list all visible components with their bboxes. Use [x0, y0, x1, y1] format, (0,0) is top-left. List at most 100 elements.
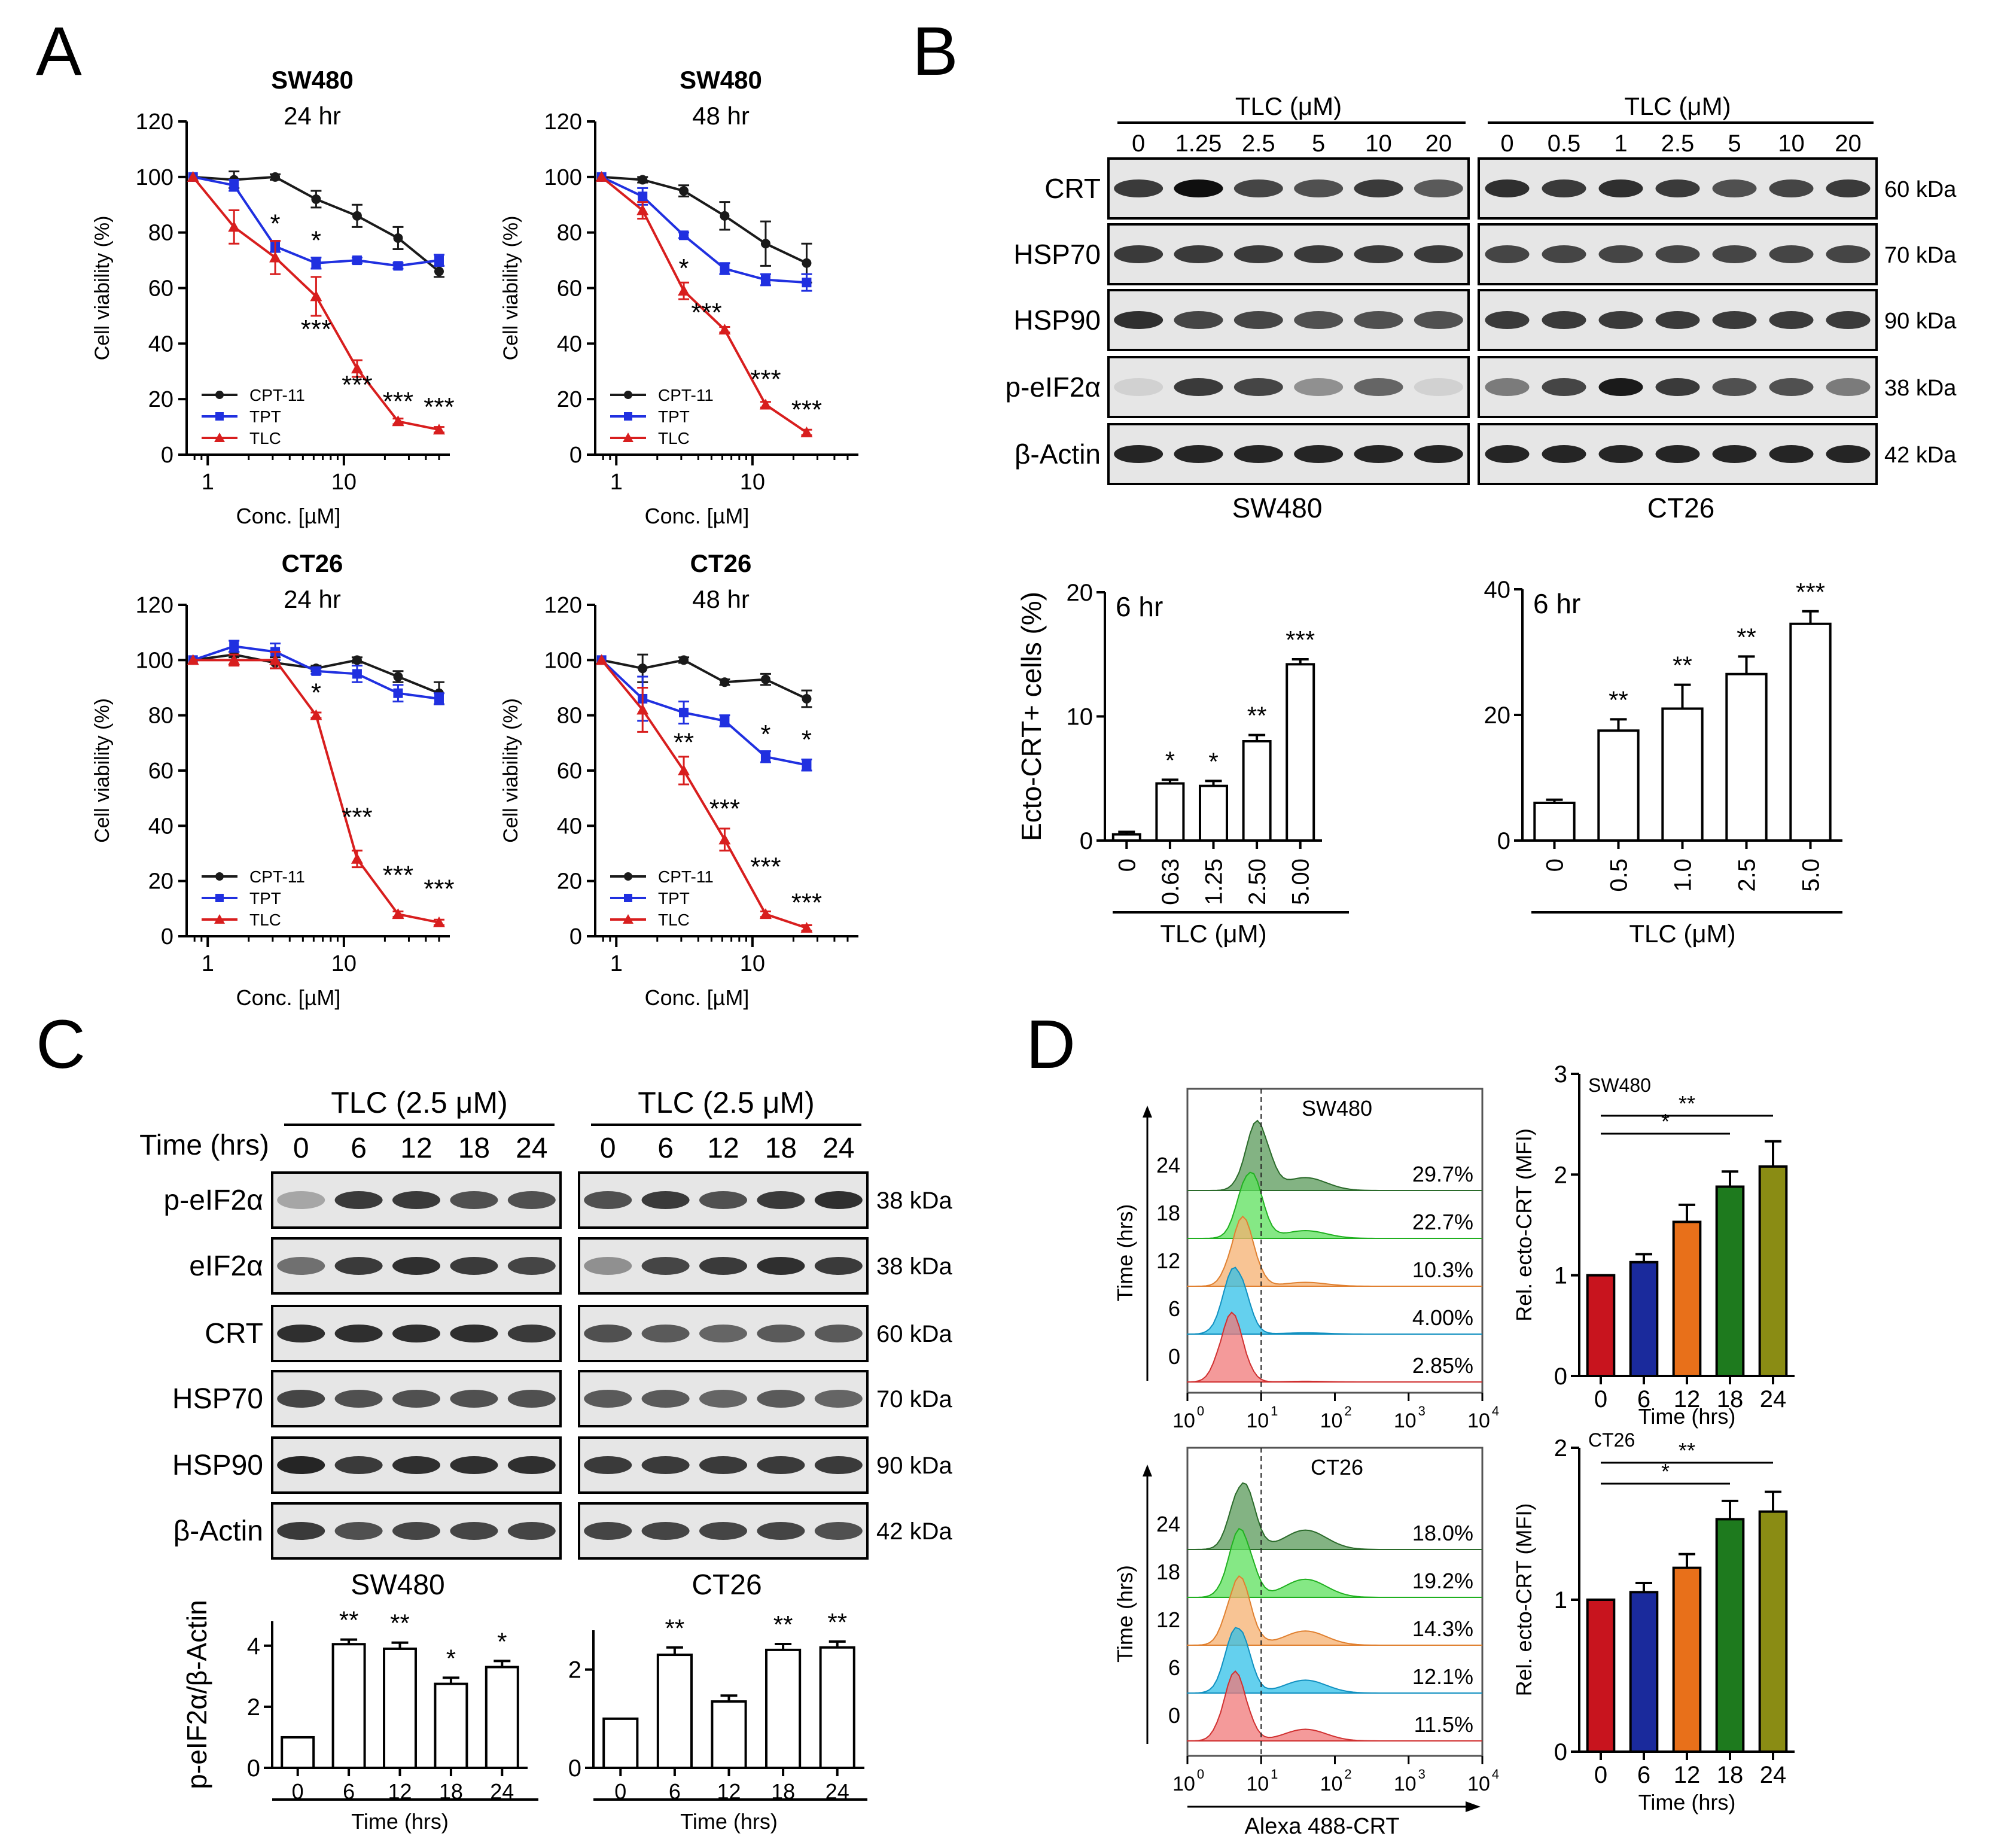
y-tick-label: 100 — [136, 165, 173, 190]
x-tick-label: 0 — [614, 1779, 626, 1804]
chart-subtitle: 48 hr — [692, 585, 750, 613]
lane-label: 2.5 — [1661, 130, 1695, 157]
blot-band — [1485, 445, 1530, 463]
line-chart-A2: 0 20 40 60 80 100 120 1 10 SW480 48 hr Conc. [µM] Ce… — [499, 66, 858, 528]
y-tick-label: 2 — [247, 1694, 260, 1721]
legend-marker — [215, 391, 224, 399]
blot-row-5: β-Actin 42 kDa — [173, 1502, 952, 1560]
x-tick-label: 0 — [292, 1779, 304, 1804]
bar — [434, 1682, 468, 1770]
data-point — [760, 239, 770, 249]
blot-row-3: p-eIF2α 38 kDa — [1005, 356, 1957, 418]
blot-band — [1712, 445, 1757, 463]
y-tick-label: 40 — [148, 814, 173, 839]
x-tick-label: 10 — [1172, 1409, 1195, 1432]
chart-title: CT26 — [690, 549, 752, 577]
flow-percent: 12.1% — [1412, 1664, 1473, 1689]
lane-label: 24 — [823, 1132, 854, 1164]
y-tick-label: 0 — [161, 443, 173, 468]
x-axis-label: Time (hrs) — [1638, 1790, 1736, 1814]
blot-band — [1294, 311, 1344, 329]
data-point — [351, 363, 363, 374]
blot-band — [1294, 179, 1344, 197]
bar — [1155, 782, 1185, 842]
data-point — [228, 654, 240, 665]
legend-marker — [624, 412, 632, 421]
blot-band — [1485, 311, 1530, 329]
flow-percent: 14.3% — [1412, 1616, 1473, 1641]
y-tick-label: 1 — [1554, 1587, 1567, 1613]
chart-title: SW480 — [1588, 1074, 1651, 1096]
blot-band — [641, 1522, 690, 1540]
data-point — [434, 266, 444, 276]
legend-marker — [214, 433, 225, 442]
blot-row-label: CRT — [1044, 173, 1101, 204]
lane-label: 0.5 — [1548, 130, 1581, 157]
data-point — [720, 677, 730, 687]
blot-band — [1414, 245, 1463, 263]
data-point — [229, 180, 239, 190]
lane-label: 10 — [1365, 130, 1392, 157]
blot-kda-label: 70 kDa — [1884, 243, 1957, 268]
data-point — [638, 175, 648, 185]
blot-band — [450, 1456, 498, 1474]
flow-time-label: 18 — [1156, 1560, 1180, 1584]
x-tick-exponent: 3 — [1418, 1767, 1425, 1782]
blot-cell-label: CT26 — [1647, 492, 1714, 523]
y-tick-label: 80 — [148, 221, 173, 246]
significance-mark: ** — [1609, 686, 1628, 714]
y-tick-label: 0 — [1554, 1739, 1567, 1765]
data-point — [760, 275, 770, 285]
data-point — [352, 255, 362, 266]
significance-mark: * — [1661, 1109, 1670, 1134]
blot-band — [699, 1325, 747, 1342]
panel-b-western-blot: TLC (μM) TLC (μM) 0 1.25 2.5 5 10 20 0 0.5 1 2.5 5 10… — [1005, 92, 1957, 523]
x-tick-label: 10 — [1246, 1773, 1269, 1795]
blot-band — [1485, 179, 1530, 197]
significance-mark: * — [446, 1644, 456, 1672]
significance-mark: *** — [691, 298, 721, 327]
blot-band — [641, 1325, 690, 1342]
blot-band — [1598, 311, 1643, 329]
data-point — [311, 666, 321, 676]
blot-band — [1769, 245, 1814, 263]
lane-label: 0 — [1132, 130, 1145, 157]
blot-band — [277, 1191, 325, 1209]
significance-mark: * — [802, 725, 812, 754]
x-tick-label: 0.63 — [1158, 858, 1184, 905]
blot-band — [641, 1191, 690, 1209]
blot-band — [699, 1456, 747, 1474]
lane-label: 12 — [707, 1132, 739, 1164]
blot-band — [1542, 311, 1586, 329]
legend-label: TLC — [249, 429, 281, 447]
blot-band — [507, 1257, 556, 1275]
x-arrow-head — [1466, 1801, 1481, 1812]
flow-time-label: 6 — [1168, 1296, 1180, 1321]
data-point — [718, 324, 731, 335]
blot-band — [1598, 245, 1643, 263]
x-tick-label: 6 — [1637, 1762, 1650, 1788]
data-point — [432, 424, 445, 435]
blot-band — [1354, 311, 1403, 329]
x-tick-label: 0 — [1542, 858, 1568, 872]
chart-title: CT26 — [1588, 1429, 1635, 1451]
y-tick-label: 60 — [148, 759, 173, 784]
blot-band — [392, 1257, 440, 1275]
y-tick-label: 120 — [136, 109, 173, 135]
legend-label: TLC — [658, 429, 690, 447]
lane-label: 20 — [1425, 130, 1452, 157]
y-tick-label: 2 — [1554, 1162, 1567, 1188]
series-line — [601, 175, 808, 264]
data-point — [759, 908, 772, 920]
chart-subtitle: 24 hr — [284, 102, 341, 130]
lane-label: 6 — [657, 1132, 674, 1164]
significance-mark: *** — [424, 874, 454, 903]
blot-band — [277, 1257, 325, 1275]
x-tick-exponent: 1 — [1271, 1767, 1278, 1782]
blot-band — [1414, 445, 1463, 463]
significance-mark: *** — [1286, 626, 1315, 654]
blot-band — [1354, 378, 1403, 396]
